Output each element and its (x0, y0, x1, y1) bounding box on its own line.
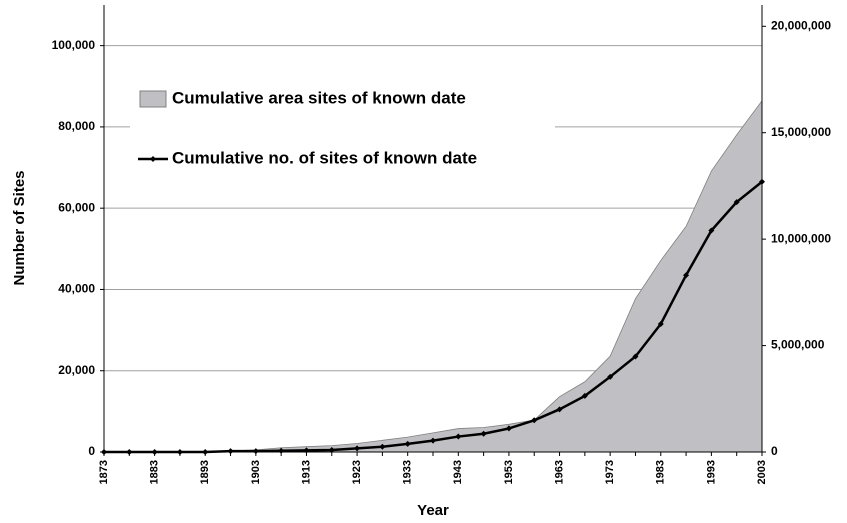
marker (404, 440, 411, 447)
y2-tick-label: 15,000,000 (771, 125, 831, 139)
y-tick-label: 60,000 (58, 200, 95, 214)
y2-tick-label: 5,000,000 (771, 338, 825, 352)
marker (632, 353, 639, 360)
y-tick-label: 20,000 (58, 363, 95, 377)
y2-tick-label: 0 (771, 444, 778, 458)
marker (430, 437, 436, 444)
marker (480, 430, 487, 437)
x-tick-label: 2003 (756, 460, 768, 484)
x-tick-label: 1923 (351, 460, 363, 484)
x-tick-label: 1893 (199, 460, 211, 484)
marker (581, 392, 588, 399)
x-tick-label: 1883 (149, 460, 161, 484)
legend-swatch (139, 90, 167, 108)
marker (531, 417, 538, 424)
marker (354, 445, 361, 452)
marker (379, 443, 386, 450)
y-axis-label: Number of Sites (11, 170, 28, 285)
x-tick-label: 1913 (300, 460, 312, 484)
y-tick-label: 100,000 (52, 38, 96, 52)
marker (328, 446, 335, 453)
legend-box (130, 75, 555, 180)
y2-tick-label: 20,000,000 (771, 18, 831, 32)
legend-label: Cumulative no. of sites of known date (172, 148, 477, 167)
y-tick-label: 80,000 (58, 119, 95, 133)
y2-tick-label: 10,000,000 (771, 231, 831, 245)
marker (455, 433, 462, 440)
x-tick-label: 1873 (98, 460, 110, 484)
legend-marker (150, 156, 156, 162)
x-tick-label: 1943 (452, 460, 464, 484)
marker (505, 425, 512, 432)
marker (657, 320, 664, 327)
y-tick-label: 40,000 (58, 282, 95, 296)
x-axis-label: Year (417, 502, 449, 519)
x-tick-label: 1973 (604, 460, 616, 484)
x-tick-label: 1953 (503, 460, 515, 484)
y-tick-label: 0 (88, 444, 95, 458)
x-tick-label: 1933 (402, 460, 414, 484)
marker (556, 406, 563, 413)
marker (683, 272, 690, 279)
marker (252, 448, 259, 455)
x-tick-label: 1963 (553, 460, 565, 484)
marker (227, 448, 234, 455)
marker (607, 373, 614, 380)
marker (708, 227, 715, 234)
x-tick-label: 1983 (655, 460, 667, 484)
legend-label: Cumulative area sites of known date (172, 88, 466, 107)
marker (733, 199, 740, 206)
x-tick-label: 1903 (250, 460, 262, 484)
x-tick-label: 1993 (705, 460, 717, 484)
